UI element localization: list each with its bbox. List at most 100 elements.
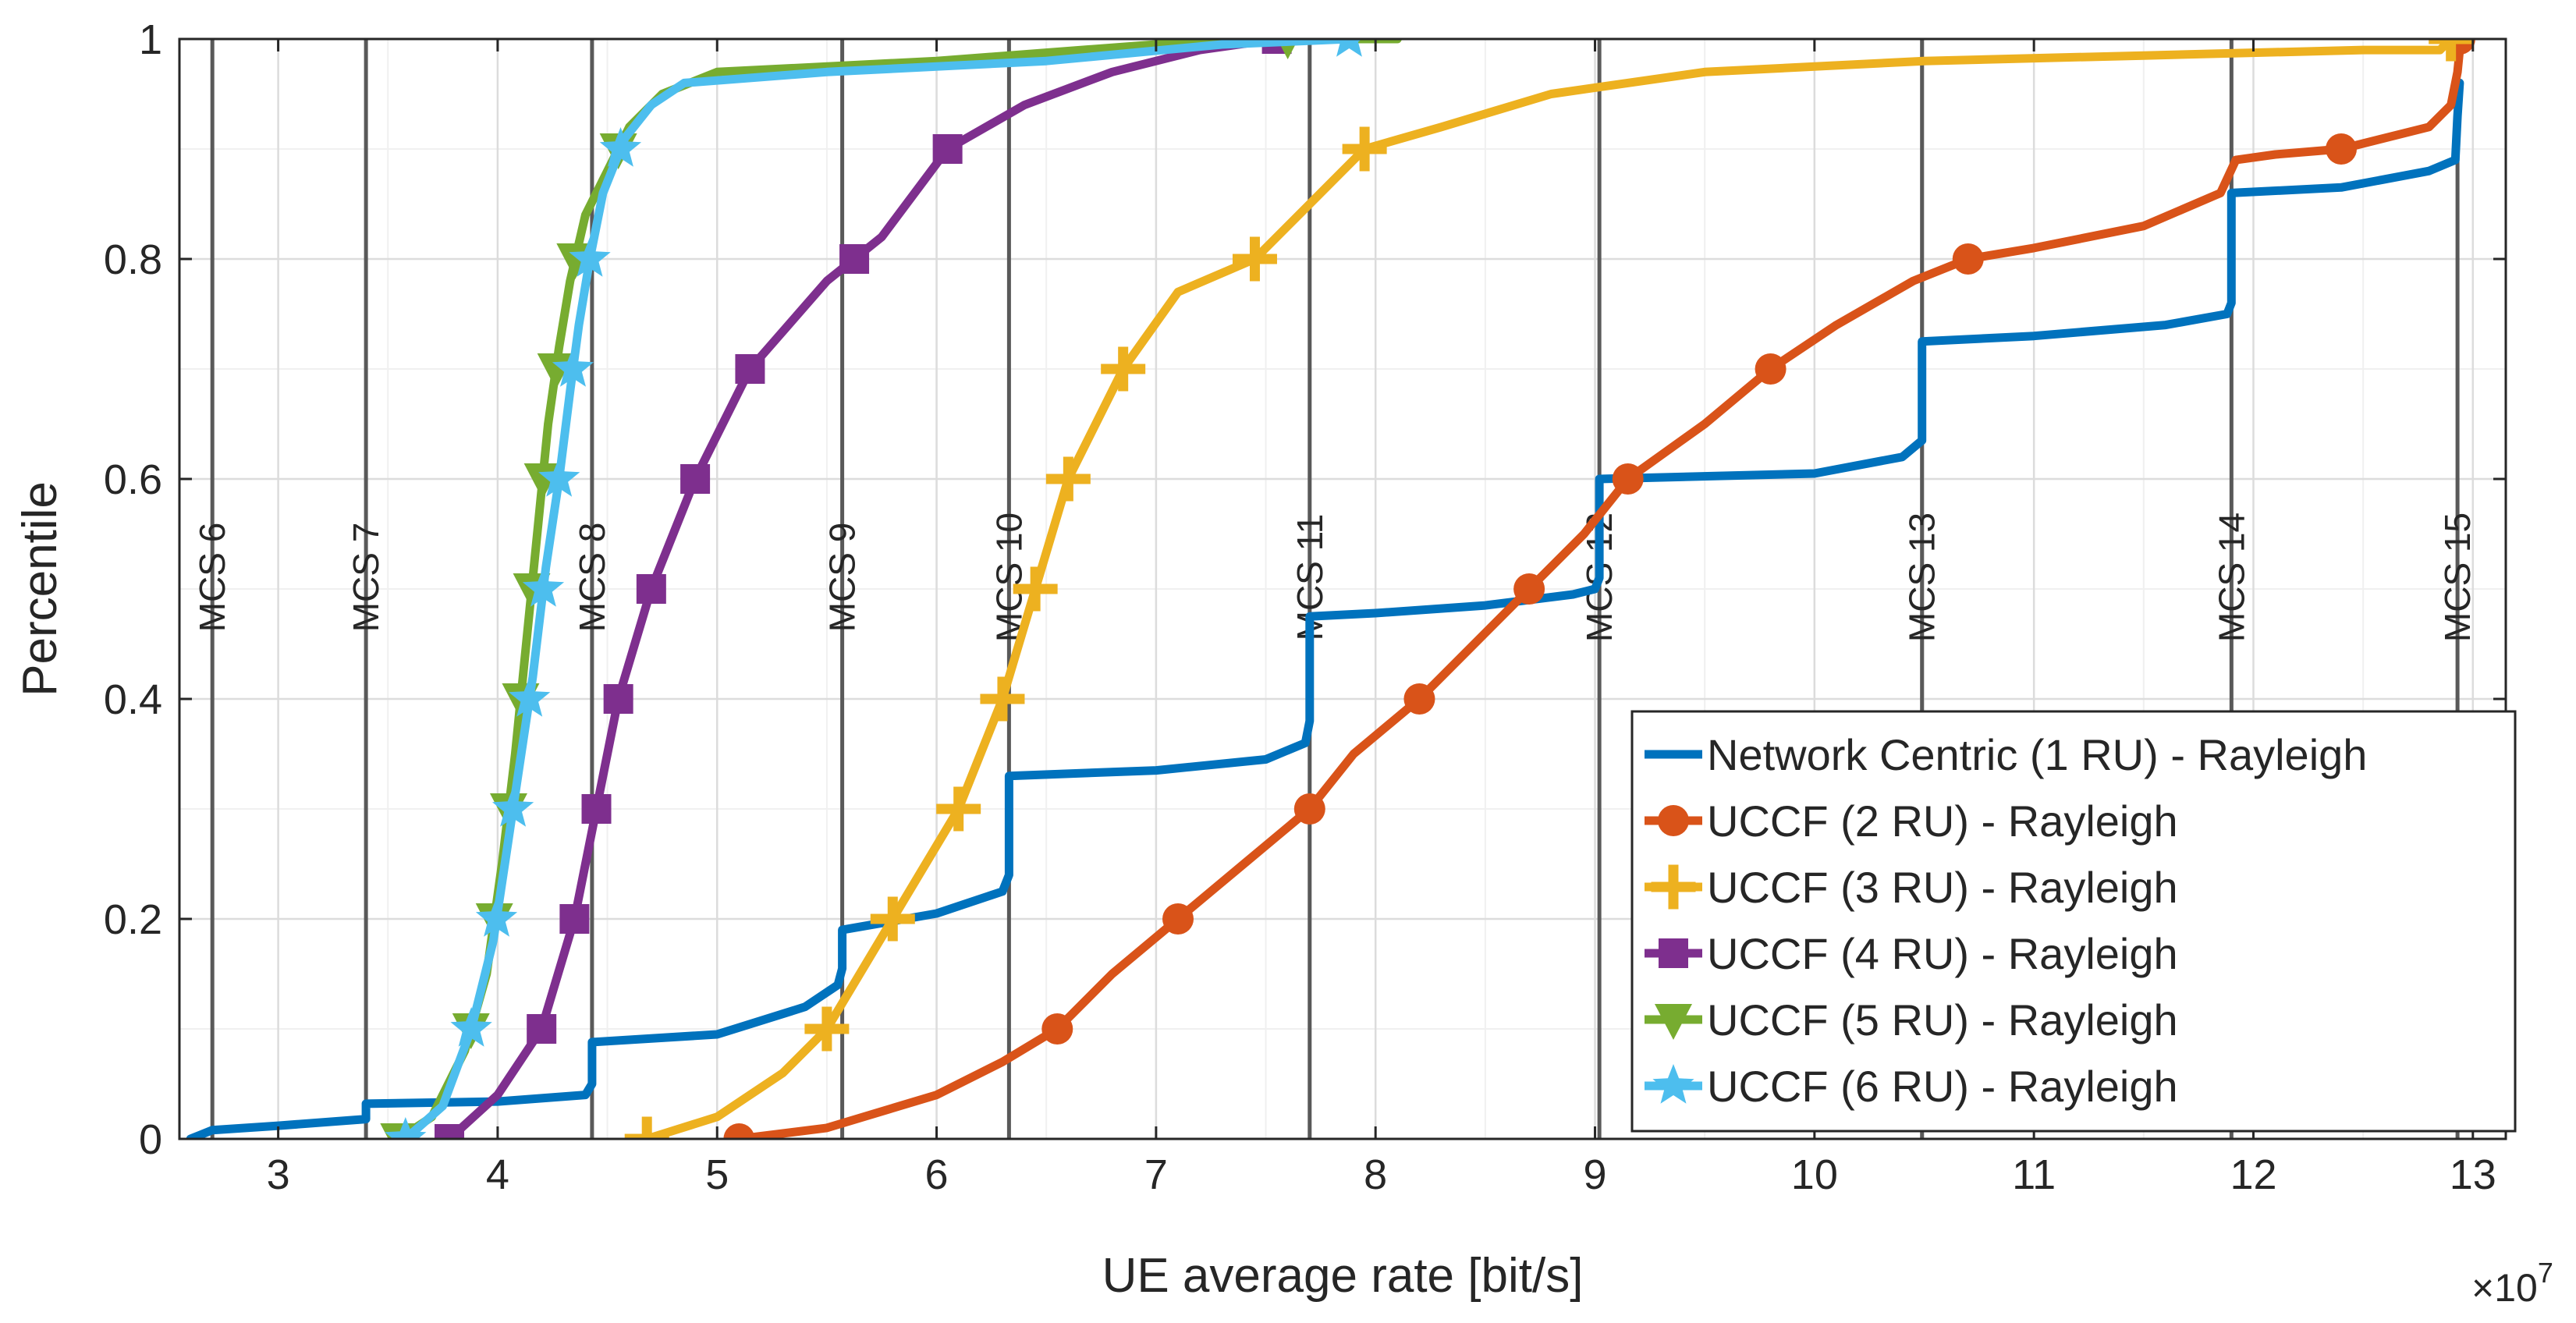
y-tick-label: 0.4 xyxy=(104,676,162,723)
data-point xyxy=(2429,39,2474,62)
data-point xyxy=(624,1116,669,1139)
y-axis-label: Percentile xyxy=(13,481,67,697)
legend-item: UCCF (5 RU) - Rayleigh xyxy=(1645,995,2178,1045)
legend-item: UCCF (6 RU) - Rayleigh xyxy=(1645,1062,2178,1111)
series-6 xyxy=(385,39,1362,1139)
series-3 xyxy=(624,39,2474,1139)
legend-item: UCCF (2 RU) - Rayleigh xyxy=(1645,796,2178,846)
data-point xyxy=(492,787,534,827)
y-tick-label: 0.2 xyxy=(104,896,162,943)
legend-marker xyxy=(1658,805,1689,836)
data-point xyxy=(1403,683,1435,715)
x-tick-label: 6 xyxy=(925,1151,949,1198)
mcs-label: MCS 13 xyxy=(1902,513,1943,642)
mcs-label: MCS 8 xyxy=(572,523,612,633)
mcs-label: MCS 15 xyxy=(2437,513,2478,642)
legend-label: Network Centric (1 RU) - Rayleigh xyxy=(1707,730,2367,779)
series-line xyxy=(186,78,2464,1139)
data-point xyxy=(1013,566,1058,612)
x-tick-label: 13 xyxy=(2450,1151,2496,1198)
data-point xyxy=(1101,346,1146,392)
mcs-label: MCS 9 xyxy=(822,523,863,633)
data-point xyxy=(1612,463,1644,495)
data-point xyxy=(599,127,642,167)
data-point xyxy=(636,574,666,604)
data-point xyxy=(450,1007,492,1047)
tick-labels: 3 4 5 6 7 8 9 10 11 12 13 0 0.2 0.4 0.6 0.8 1 xyxy=(104,16,2496,1198)
data-point xyxy=(569,237,611,277)
data-point xyxy=(435,1124,465,1139)
data-point xyxy=(1336,39,1362,57)
data-point xyxy=(1041,1013,1073,1045)
data-point xyxy=(932,134,963,164)
legend-label: UCCF (5 RU) - Rayleigh xyxy=(1707,995,2178,1045)
series-group xyxy=(186,39,2475,1139)
mcs-label: MCS 6 xyxy=(192,523,232,633)
data-point xyxy=(1513,573,1545,605)
legend-marker xyxy=(1655,1004,1692,1040)
legend-item: UCCF (3 RU) - Rayleigh xyxy=(1645,863,2178,912)
x-tick-label: 9 xyxy=(1583,1151,1606,1198)
data-point xyxy=(522,567,565,607)
x-tick-label: 5 xyxy=(705,1151,729,1198)
x-exponent-base: ×10 xyxy=(2471,1266,2538,1310)
legend-label: UCCF (6 RU) - Rayleigh xyxy=(1707,1062,2178,1111)
x-tick-label: 3 xyxy=(267,1151,290,1198)
legend-box xyxy=(1630,710,2517,1133)
data-point xyxy=(1952,243,1984,275)
legend-label: UCCF (2 RU) - Rayleigh xyxy=(1707,796,2178,846)
mcs-label: MCS 14 xyxy=(2211,513,2251,642)
series-4 xyxy=(435,39,1347,1139)
x-tick-label: 12 xyxy=(2230,1151,2276,1198)
data-point xyxy=(1232,236,1277,282)
x-exponent-power: 7 xyxy=(2538,1257,2553,1289)
x-exponent-label: ×107 xyxy=(2471,1257,2553,1310)
data-point xyxy=(552,347,594,387)
data-point xyxy=(980,676,1025,722)
data-point xyxy=(509,677,551,717)
data-point xyxy=(1293,793,1325,825)
data-point xyxy=(527,1014,557,1044)
legend-marker xyxy=(1652,1064,1694,1104)
data-point xyxy=(475,897,518,937)
x-tick-label: 7 xyxy=(1144,1151,1168,1198)
data-point xyxy=(936,786,981,832)
series-2 xyxy=(723,39,2475,1139)
series-line xyxy=(734,45,2464,1139)
data-point xyxy=(603,684,633,714)
data-point xyxy=(538,457,580,497)
x-axis-label: UE average rate [bit/s] xyxy=(1102,1249,1584,1303)
y-tick-label: 0.6 xyxy=(104,456,162,503)
x-tick-label: 8 xyxy=(1364,1151,1387,1198)
x-tick-label: 11 xyxy=(2012,1151,2056,1198)
data-point xyxy=(723,1123,755,1139)
data-point xyxy=(680,464,711,494)
y-tick-label: 0.8 xyxy=(104,236,162,283)
data-point xyxy=(735,354,765,384)
data-point xyxy=(839,244,870,274)
x-tick-label: 4 xyxy=(486,1151,509,1198)
data-point xyxy=(804,1006,850,1052)
data-point xyxy=(1342,126,1387,172)
legend-item: UCCF (4 RU) - Rayleigh xyxy=(1645,929,2178,978)
legend-label: UCCF (3 RU) - Rayleigh xyxy=(1707,863,2178,912)
axes-box xyxy=(178,37,2507,1140)
data-point xyxy=(581,794,612,824)
data-point xyxy=(385,1117,427,1139)
legend: Network Centric (1 RU) - Rayleigh UCCF (2… xyxy=(1630,710,2517,1133)
data-point xyxy=(2326,133,2358,165)
data-point xyxy=(1045,456,1091,502)
mcs-label: MCS 7 xyxy=(346,523,386,633)
x-tick-label: 10 xyxy=(1791,1151,1838,1198)
legend-marker xyxy=(1659,938,1688,968)
series-1 xyxy=(186,78,2464,1139)
data-point xyxy=(559,904,590,934)
data-point xyxy=(870,896,915,942)
y-tick-label: 0 xyxy=(139,1116,162,1163)
data-point xyxy=(1755,353,1787,385)
legend-marker xyxy=(1651,864,1696,910)
data-point xyxy=(1162,903,1194,935)
legend-label: UCCF (4 RU) - Rayleigh xyxy=(1707,929,2178,978)
y-tick-label: 1 xyxy=(139,16,162,63)
